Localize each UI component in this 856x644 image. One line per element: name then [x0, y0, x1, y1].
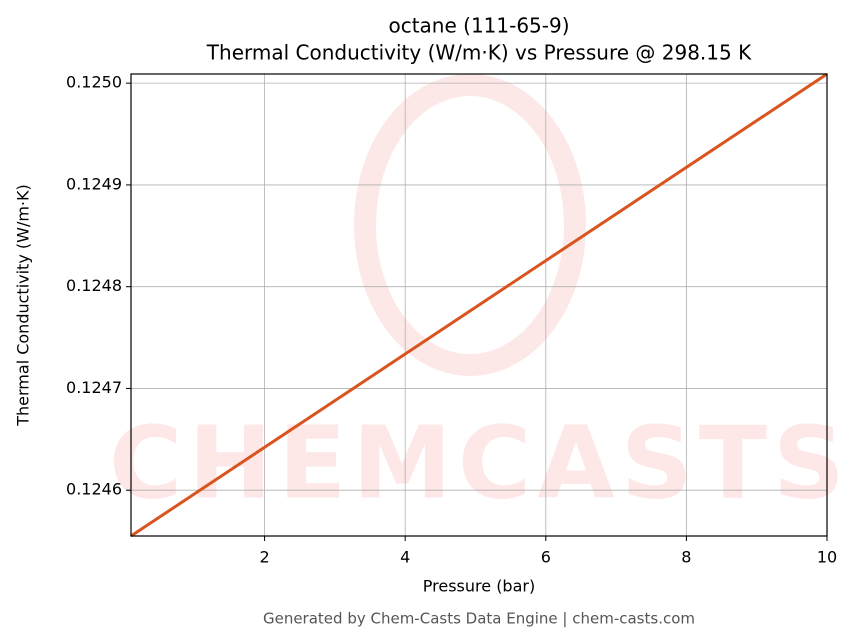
x-axis-label: Pressure (bar) — [423, 577, 535, 596]
x-tick-label: 6 — [541, 548, 551, 567]
data-line — [130, 72, 828, 538]
watermark-logo — [354, 74, 586, 376]
chart-title: octane (111-65-9) — [388, 14, 569, 38]
x-tick-label: 8 — [681, 548, 691, 567]
y-tick-label: 0.1246 — [66, 480, 122, 499]
x-tick-label: 4 — [400, 548, 410, 567]
y-tick-label: 0.1249 — [66, 174, 122, 193]
y-tick-label: 0.1247 — [66, 378, 122, 397]
y-tick-label: 0.1248 — [66, 276, 122, 295]
watermark: CHEMCASTS — [109, 74, 851, 521]
footer: Generated by Chem-Casts Data Engine | ch… — [263, 610, 695, 628]
chart-subtitle: Thermal Conductivity (W/m·K) vs Pressure… — [206, 41, 752, 65]
plot-frame — [130, 73, 828, 537]
x-tick-label: 2 — [259, 548, 269, 567]
x-tick-label: 10 — [817, 548, 837, 567]
y-tick-label: 0.1250 — [66, 73, 122, 92]
watermark-text: CHEMCASTS — [109, 404, 851, 521]
y-axis-label: Thermal Conductivity (W/m·K) — [14, 184, 33, 427]
